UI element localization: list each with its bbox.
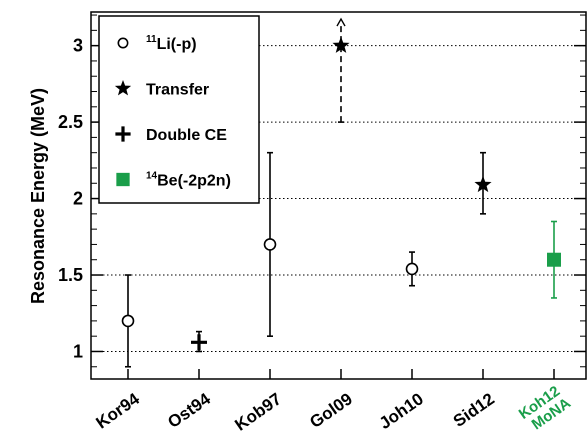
star-marker [114,79,132,96]
open-circle-marker [121,314,135,328]
legend-label: 11Li(-p) [146,34,197,53]
y-axis-title: Resonance Energy (MeV) [28,88,48,304]
legend-superscript: 14 [146,171,158,182]
open-circle-marker [117,37,129,49]
legend-entry: 11Li(-p) [117,34,197,53]
x-tick-label: Ost94 [164,389,214,432]
x-tick-label: Kob97 [231,389,284,434]
data-point [332,17,350,123]
legend-entry: Transfer [114,79,209,99]
square-marker [547,252,561,267]
y-tick-label: 2.5 [58,112,83,132]
x-tick-label-text: Ost94 [164,389,214,432]
legend-entry: 14Be(-2p2n) [116,171,231,190]
open-circle-marker [405,262,419,276]
data-point [121,274,135,368]
legend: 11Li(-p) Transfer Double CE 14Be(-2p2n) [98,15,260,204]
legend-label: Transfer [146,82,209,99]
star-marker [474,175,492,193]
plot-frame [90,11,587,380]
legend-text: Li(-p) [157,36,197,53]
x-tick-label: Gol09 [306,389,356,432]
data-point [405,251,419,287]
legend-label: 14Be(-2p2n) [146,171,231,190]
x-tick-label-text: Kor94 [93,389,144,433]
x-tick-label: Sid12 [450,389,498,431]
legend-text: Be(-2p2n) [157,173,231,190]
data-point [474,151,492,215]
data-point [263,151,277,337]
legend-items: 11Li(-p) Transfer Double CE 14Be(-2p2n) [114,34,231,190]
plus-marker [191,334,207,351]
plus-marker [115,126,131,142]
legend-label: Double CE [146,127,227,144]
y-axis: 1 1.5 2 2.5 3 [58,14,586,368]
legend-entry: Double CE [115,126,227,144]
star-marker [332,36,350,53]
x-tick-label: Kor94 [93,389,144,433]
y-tick-label: 1 [73,341,83,361]
y-tick-label: 3 [73,36,83,56]
data-point [547,220,561,299]
data-point [191,330,207,353]
x-tick-label-text: Sid12 [450,389,498,431]
legend-superscript: 11 [146,34,157,45]
upper-limit-arrow [336,17,346,27]
x-tick-label-text: Gol09 [306,389,356,432]
y-tick-label: 2 [73,189,83,209]
open-circle-marker [263,238,277,251]
y-tick-label: 1.5 [58,265,83,285]
square-marker [116,172,130,187]
x-tick-label-text: Kob97 [231,389,284,434]
x-tick-label: Joh10 [376,389,427,433]
grid-lines [91,45,586,352]
data-points [121,17,561,368]
x-tick-label-text: Joh10 [376,389,427,433]
